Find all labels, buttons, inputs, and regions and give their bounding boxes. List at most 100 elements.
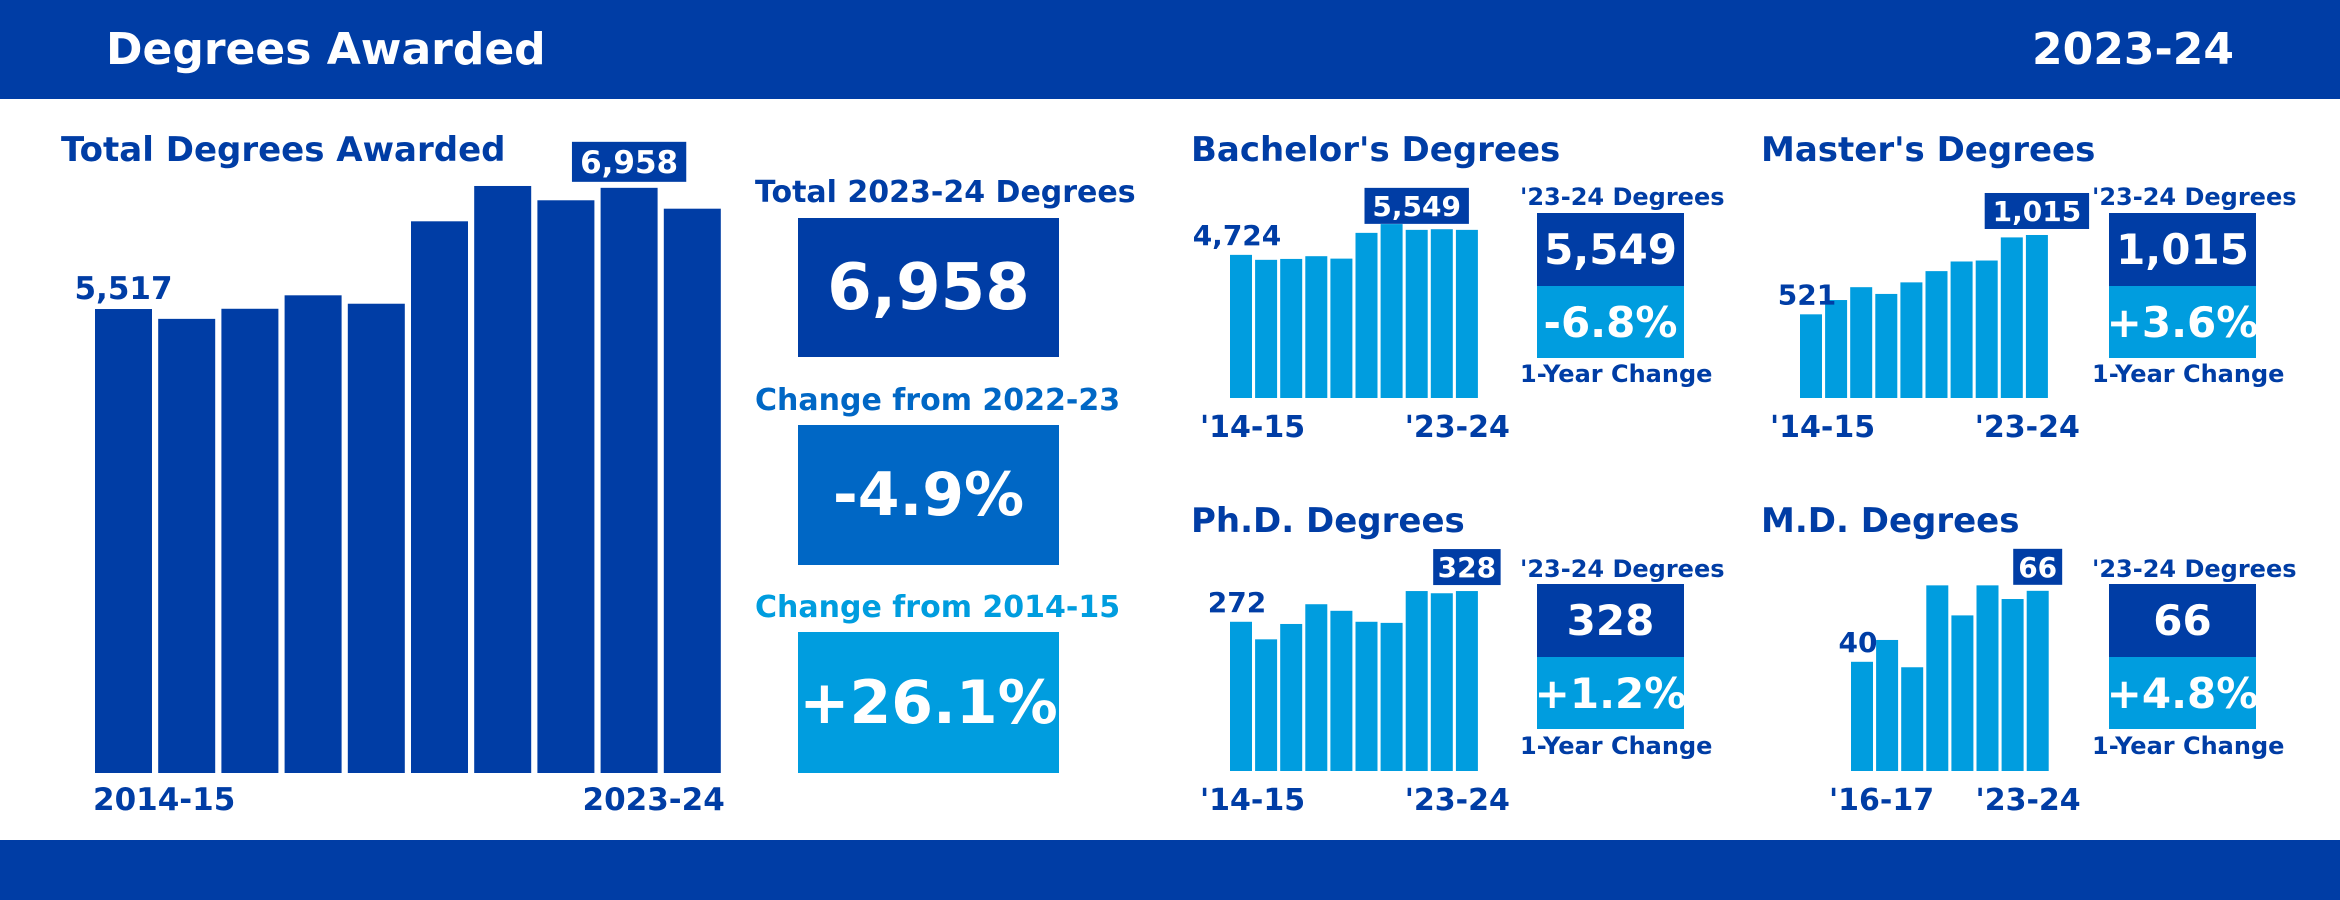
phd-bar	[1280, 623, 1303, 771]
masters-title: Master's Degrees	[1761, 130, 2096, 170]
footer-bar	[0, 840, 2340, 900]
md-bar	[1926, 585, 1949, 771]
md-bar	[2001, 599, 2024, 771]
bachelors-last-value-box	[1364, 187, 1469, 224]
total-first-tick-label: 2014-15	[93, 782, 235, 818]
total-bar	[347, 303, 405, 773]
masters-bar	[1875, 293, 1898, 398]
bachelors-value-caption: '23-24 Degrees	[1520, 183, 1725, 211]
phd-change: +1.2%	[1535, 657, 1686, 729]
kpi-change-1yr-label: Change from 2022-23	[755, 383, 1121, 418]
masters-bar	[1825, 300, 1848, 398]
bachelors-last-value-label: 5,549	[1372, 190, 1461, 223]
phd-bar	[1255, 639, 1278, 771]
header-bar: Degrees Awarded 2023-24	[0, 0, 2340, 99]
md-last-value-label: 66	[2018, 551, 2057, 584]
phd-bar	[1230, 621, 1252, 771]
masters-last-value-box	[1984, 192, 2090, 229]
bachelors-bar	[1255, 259, 1278, 398]
bar-charts: 5,517 6,958 2014-15 2023-24 4,724 5,549 '14-15…	[74, 141, 2090, 818]
total-bar	[537, 200, 595, 774]
md-change: +4.8%	[2107, 657, 2258, 729]
md-bar	[1976, 585, 1999, 771]
report-year: 2023-24	[2032, 24, 2234, 75]
phd-bar	[1355, 621, 1378, 771]
masters-last-value-label: 1,015	[1993, 195, 2082, 228]
md-last-value-box	[2013, 548, 2063, 585]
total-bar	[663, 208, 721, 774]
total-bar	[411, 221, 468, 773]
bachelors-first-tick-label: '14-15	[1200, 410, 1305, 445]
kpi-total-value: 6,958	[798, 218, 1059, 357]
masters-first-tick-label: '14-15	[1770, 410, 1875, 445]
kpi-change-1yr-value: -4.9%	[798, 425, 1059, 565]
total-first-value-label: 5,517	[74, 271, 172, 307]
masters-bar	[1950, 261, 1973, 398]
bachelors-last-tick-label: '23-24	[1405, 410, 1510, 445]
masters-bar	[1850, 287, 1873, 398]
md-value-caption: '23-24 Degrees	[2092, 555, 2297, 583]
masters-bar	[1900, 282, 1923, 398]
phd-value: 328	[1537, 584, 1684, 657]
bachelors-chart: 4,724 5,549 '14-15 '23-24	[1193, 187, 1510, 445]
phd-last-value-box	[1433, 549, 1501, 586]
md-bar	[1951, 615, 1974, 771]
bachelors-bar	[1330, 258, 1353, 398]
masters-chart: 521 1,015 '14-15 '23-24	[1770, 192, 2090, 445]
phd-bar	[1430, 593, 1453, 771]
phd-bar	[1330, 610, 1353, 771]
bachelors-bar	[1355, 232, 1378, 398]
total-bar	[158, 318, 216, 773]
phd-bar	[1380, 622, 1403, 771]
masters-change: +3.6%	[2107, 286, 2258, 358]
md-first-tick-label: '16-17	[1829, 783, 1934, 818]
page-title: Degrees Awarded	[106, 24, 546, 75]
masters-bar	[1800, 314, 1822, 398]
phd-title: Ph.D. Degrees	[1191, 501, 1465, 541]
md-first-value-label: 40	[1839, 626, 1878, 659]
bachelors-title: Bachelor's Degrees	[1191, 130, 1561, 170]
bachelors-bar	[1405, 229, 1428, 398]
phd-first-tick-label: '14-15	[1200, 783, 1305, 818]
bachelors-bar	[1280, 258, 1303, 398]
masters-value-caption: '23-24 Degrees	[2092, 183, 2297, 211]
masters-bar	[2025, 234, 2048, 398]
total-chart-title: Total Degrees Awarded	[61, 130, 506, 170]
total-bar	[284, 295, 342, 773]
bachelors-bar	[1230, 254, 1252, 398]
total-bar	[95, 309, 152, 773]
md-bar	[1876, 639, 1899, 771]
bachelors-bar	[1455, 229, 1478, 398]
masters-last-tick-label: '23-24	[1975, 410, 2080, 445]
total-bar	[600, 187, 658, 773]
bachelors-value: 5,549	[1537, 213, 1684, 286]
md-title: M.D. Degrees	[1761, 501, 2020, 541]
bachelors-bar	[1380, 224, 1403, 398]
masters-value: 1,015	[2109, 213, 2256, 286]
bachelors-bar	[1305, 256, 1328, 398]
md-last-tick-label: '23-24	[1976, 783, 2081, 818]
total-bar	[474, 185, 532, 773]
total-last-value-label: 6,958	[580, 145, 678, 181]
masters-first-value-label: 521	[1778, 278, 1836, 311]
phd-chart: 272 328 '14-15 '23-24	[1200, 549, 1510, 818]
masters-bar	[2000, 237, 2023, 398]
kpi-total-label: Total 2023-24 Degrees	[755, 175, 1136, 210]
phd-last-tick-label: '23-24	[1405, 783, 1510, 818]
phd-last-value-label: 328	[1438, 551, 1496, 584]
bachelors-change: -6.8%	[1537, 286, 1684, 358]
phd-bar	[1455, 591, 1478, 771]
phd-first-value-label: 272	[1208, 586, 1266, 619]
md-bar	[1851, 661, 1873, 771]
phd-bar	[1305, 604, 1328, 771]
md-value: 66	[2109, 584, 2256, 657]
phd-bar	[1405, 591, 1428, 771]
phd-value-caption: '23-24 Degrees	[1520, 555, 1725, 583]
total-last-value-box	[571, 141, 687, 182]
total-chart: 5,517 6,958 2014-15 2023-24	[74, 141, 725, 818]
md-chart: 40 66 '16-17 '23-24	[1829, 548, 2081, 818]
phd-change-caption: 1-Year Change	[1520, 732, 1713, 760]
masters-change-caption: 1-Year Change	[2092, 360, 2285, 388]
kpi-change-10yr-label: Change from 2014-15	[755, 590, 1121, 625]
masters-bar	[1975, 260, 1998, 398]
